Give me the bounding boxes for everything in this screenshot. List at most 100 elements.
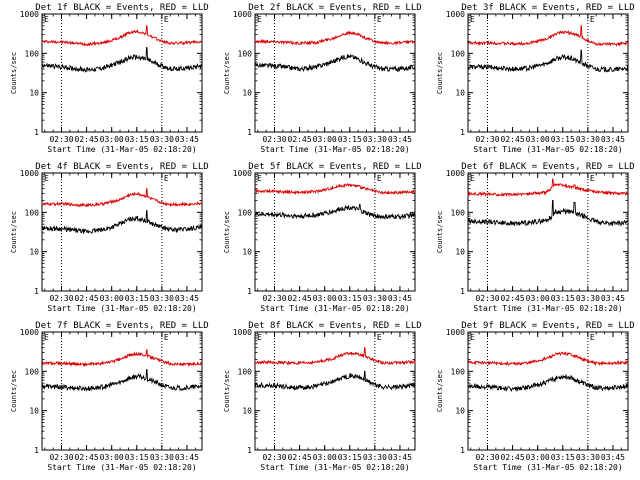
marker-label: E [164, 15, 169, 24]
events-series-line [467, 374, 629, 392]
y-tick-label: 1000 [446, 10, 465, 19]
marker-label: E [257, 174, 262, 183]
lld-series-line [467, 351, 629, 367]
x-tick-label: 03:30 [576, 135, 600, 144]
events-series-line [467, 49, 629, 73]
y-tick-label: 100 [451, 367, 466, 376]
y-tick-label: 1000 [446, 169, 465, 178]
events-series-line [254, 54, 416, 73]
marker-label: E [470, 333, 475, 342]
x-tick-label: 02:30 [49, 135, 73, 144]
y-tick-label: 10 [455, 248, 465, 257]
events-series-line [467, 200, 629, 227]
marker-label: E [470, 174, 475, 183]
panel-title: Det 8f BLACK = Events, RED = LLD [248, 321, 421, 331]
y-tick-label: 100 [238, 49, 253, 58]
marker-label: E [590, 174, 595, 183]
panel-title: Det 6f BLACK = Events, RED = LLD [461, 162, 634, 172]
x-axis-label: Start Time (31-Mar-05 02:18:20) [473, 304, 622, 313]
marker-label: E [377, 333, 382, 342]
y-tick-label: 1000 [20, 169, 39, 178]
plot-frame [467, 172, 629, 292]
marker-label: E [44, 333, 49, 342]
x-tick-label: 03:00 [313, 294, 337, 303]
x-tick-label: 02:45 [75, 294, 99, 303]
x-tick-label: 03:30 [150, 453, 174, 462]
x-tick-label: 02:45 [501, 294, 525, 303]
x-tick-label: 03:15 [338, 453, 362, 462]
marker-label: E [377, 174, 382, 183]
detector-panel-7: Det 7f BLACK = Events, RED = LLD 1 10 100 10… [10, 321, 209, 472]
lld-series-line [254, 347, 416, 366]
detector-panel-3: Det 3f BLACK = Events, RED = LLD 1 10 100 10… [436, 3, 635, 154]
y-tick-label: 10 [455, 89, 465, 98]
y-tick-label: 10 [242, 248, 252, 257]
lld-series-line [254, 183, 416, 196]
x-axis-label: Start Time (31-Mar-05 02:18:20) [260, 145, 409, 154]
marker-label: E [257, 333, 262, 342]
x-tick-label: 03:00 [313, 135, 337, 144]
plot-frame [254, 331, 416, 451]
x-tick-label: 03:15 [338, 294, 362, 303]
x-axis-label: Start Time (31-Mar-05 02:18:20) [473, 463, 622, 472]
x-tick-label: 03:00 [526, 135, 550, 144]
y-tick-label: 1000 [20, 10, 39, 19]
y-tick-label: 10 [242, 407, 252, 416]
detector-panel-4: Det 4f BLACK = Events, RED = LLD 1 10 100 10… [10, 162, 209, 313]
y-tick-label: 100 [238, 208, 253, 217]
x-tick-label: 03:00 [100, 135, 124, 144]
y-tick-label: 10 [455, 407, 465, 416]
x-tick-label: 03:45 [388, 135, 412, 144]
x-axis-label: Start Time (31-Mar-05 02:18:20) [47, 463, 196, 472]
x-tick-label: 03:00 [313, 453, 337, 462]
y-tick-label: 1000 [233, 10, 252, 19]
x-axis-label: Start Time (31-Mar-05 02:18:20) [260, 463, 409, 472]
lld-series-line [41, 349, 203, 367]
x-tick-label: 03:30 [363, 294, 387, 303]
detector-panel-5: Det 5f BLACK = Events, RED = LLD 1 10 100 10… [223, 162, 422, 313]
detector-panel-8: Det 8f BLACK = Events, RED = LLD 1 10 100 10… [223, 321, 422, 472]
y-tick-label: 1000 [20, 328, 39, 337]
plot-frame [254, 13, 416, 133]
x-tick-label: 03:45 [388, 453, 412, 462]
detector-panel-1: Det 1f BLACK = Events, RED = LLD 1 10 100 10… [10, 3, 209, 154]
plot-frame [41, 331, 203, 451]
x-tick-label: 03:15 [551, 294, 575, 303]
y-tick-label: 10 [29, 89, 39, 98]
x-tick-label: 03:45 [388, 294, 412, 303]
events-series-line [254, 203, 416, 220]
y-axis-label: Counts/sec [436, 52, 444, 94]
x-tick-label: 02:30 [475, 294, 499, 303]
panel-title: Det 2f BLACK = Events, RED = LLD [248, 3, 421, 13]
x-axis-label: Start Time (31-Mar-05 02:18:20) [47, 145, 196, 154]
panel-title: Det 7f BLACK = Events, RED = LLD [35, 321, 208, 331]
x-tick-label: 02:45 [501, 453, 525, 462]
y-tick-label: 1 [247, 446, 252, 455]
x-tick-label: 03:30 [576, 453, 600, 462]
x-tick-label: 02:45 [288, 135, 312, 144]
x-tick-label: 02:30 [262, 453, 286, 462]
y-axis-label: Counts/sec [10, 370, 18, 412]
lld-series-line [254, 30, 416, 47]
y-axis-label: Counts/sec [223, 211, 231, 253]
x-tick-label: 02:30 [262, 294, 286, 303]
x-tick-label: 03:30 [363, 453, 387, 462]
panel-title: Det 9f BLACK = Events, RED = LLD [461, 321, 634, 331]
x-axis-label: Start Time (31-Mar-05 02:18:20) [473, 145, 622, 154]
y-tick-label: 1 [460, 287, 465, 296]
marker-label: E [164, 333, 169, 342]
x-axis-label: Start Time (31-Mar-05 02:18:20) [260, 304, 409, 313]
lld-series-line [41, 188, 203, 208]
marker-label: E [44, 174, 49, 183]
x-tick-label: 03:30 [150, 135, 174, 144]
x-tick-label: 03:45 [601, 135, 625, 144]
x-tick-label: 03:15 [551, 453, 575, 462]
x-tick-label: 03:45 [175, 453, 199, 462]
x-tick-label: 03:15 [125, 294, 149, 303]
x-tick-label: 02:30 [49, 453, 73, 462]
x-tick-label: 03:45 [601, 453, 625, 462]
y-axis-label: Counts/sec [10, 52, 18, 94]
marker-label: E [590, 15, 595, 24]
x-tick-label: 02:30 [475, 135, 499, 144]
marker-label: E [377, 15, 382, 24]
